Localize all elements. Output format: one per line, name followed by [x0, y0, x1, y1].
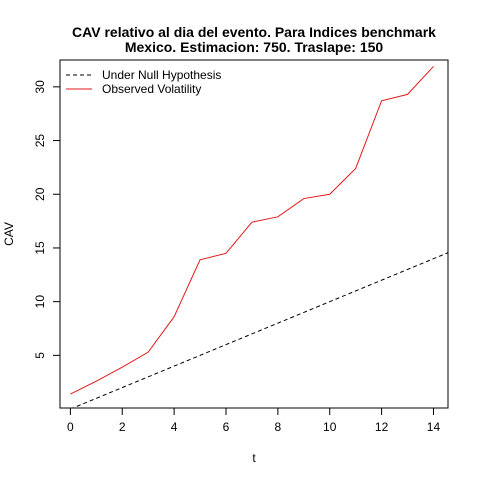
- x-tick-label: 2: [119, 420, 126, 434]
- y-tick-label: 30: [33, 80, 47, 94]
- y-tick-label: 25: [33, 134, 47, 148]
- chart-title: CAV relativo al dia del evento. Para Ind…: [72, 24, 436, 55]
- chart-title-line-1: CAV relativo al dia del evento. Para Ind…: [72, 24, 436, 40]
- y-tick-label: 15: [33, 241, 47, 255]
- null-hypothesis-line: [70, 253, 448, 409]
- x-axis: 0 2 4 6 8 10 12 14: [67, 408, 440, 434]
- x-tick-label: 0: [67, 420, 74, 434]
- x-tick-label: 10: [323, 420, 337, 434]
- x-tick-label: 12: [375, 420, 389, 434]
- y-tick-label: 10: [33, 295, 47, 309]
- legend-label-null-hypothesis: Under Null Hypothesis: [102, 68, 221, 82]
- y-axis: 5 10 15 20 25 30: [33, 80, 60, 359]
- y-axis-label: CAV: [2, 222, 16, 246]
- x-tick-label: 6: [223, 420, 230, 434]
- observed-volatility-line: [70, 66, 433, 394]
- x-tick-label: 14: [427, 420, 441, 434]
- legend-label-observed-volatility: Observed Volatility: [102, 82, 201, 96]
- series-layer: [70, 66, 448, 409]
- x-tick-label: 8: [275, 420, 282, 434]
- chart-title-line-2: Mexico. Estimacion: 750. Traslape: 150: [125, 39, 384, 55]
- legend: Under Null Hypothesis Observed Volatilit…: [66, 68, 221, 96]
- y-tick-label: 20: [33, 187, 47, 201]
- plot-area-frame: [60, 60, 448, 408]
- y-tick-label: 5: [33, 352, 47, 359]
- x-tick-label: 4: [171, 420, 178, 434]
- x-axis-label: t: [252, 451, 256, 465]
